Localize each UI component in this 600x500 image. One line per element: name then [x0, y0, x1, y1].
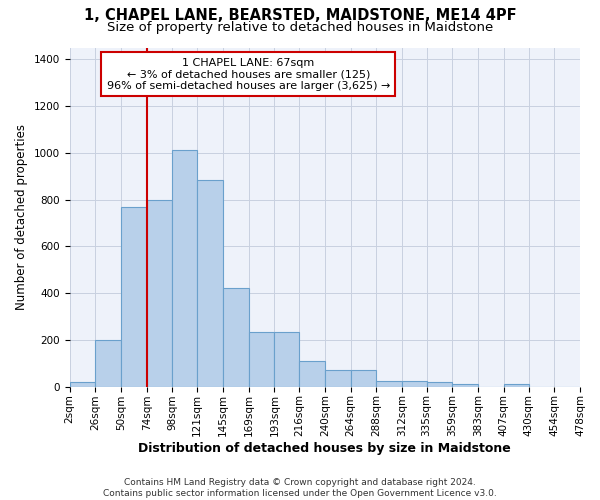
Bar	[147, 200, 172, 386]
Bar	[274, 332, 299, 386]
Bar	[504, 384, 529, 386]
Bar	[402, 381, 427, 386]
Bar	[121, 206, 147, 386]
Bar	[452, 384, 478, 386]
Bar	[172, 150, 197, 386]
Text: Contains HM Land Registry data © Crown copyright and database right 2024.
Contai: Contains HM Land Registry data © Crown c…	[103, 478, 497, 498]
Text: Size of property relative to detached houses in Maidstone: Size of property relative to detached ho…	[107, 21, 493, 34]
Bar	[427, 382, 452, 386]
X-axis label: Distribution of detached houses by size in Maidstone: Distribution of detached houses by size …	[139, 442, 511, 455]
Bar	[350, 370, 376, 386]
Text: 1 CHAPEL LANE: 67sqm
← 3% of detached houses are smaller (125)
96% of semi-detac: 1 CHAPEL LANE: 67sqm ← 3% of detached ho…	[107, 58, 390, 91]
Bar	[223, 288, 248, 386]
Bar	[197, 180, 223, 386]
Bar	[248, 332, 274, 386]
Bar	[70, 382, 95, 386]
Bar	[376, 381, 402, 386]
Bar	[95, 340, 121, 386]
Bar	[325, 370, 350, 386]
Y-axis label: Number of detached properties: Number of detached properties	[15, 124, 28, 310]
Bar	[299, 361, 325, 386]
Text: 1, CHAPEL LANE, BEARSTED, MAIDSTONE, ME14 4PF: 1, CHAPEL LANE, BEARSTED, MAIDSTONE, ME1…	[83, 8, 517, 22]
